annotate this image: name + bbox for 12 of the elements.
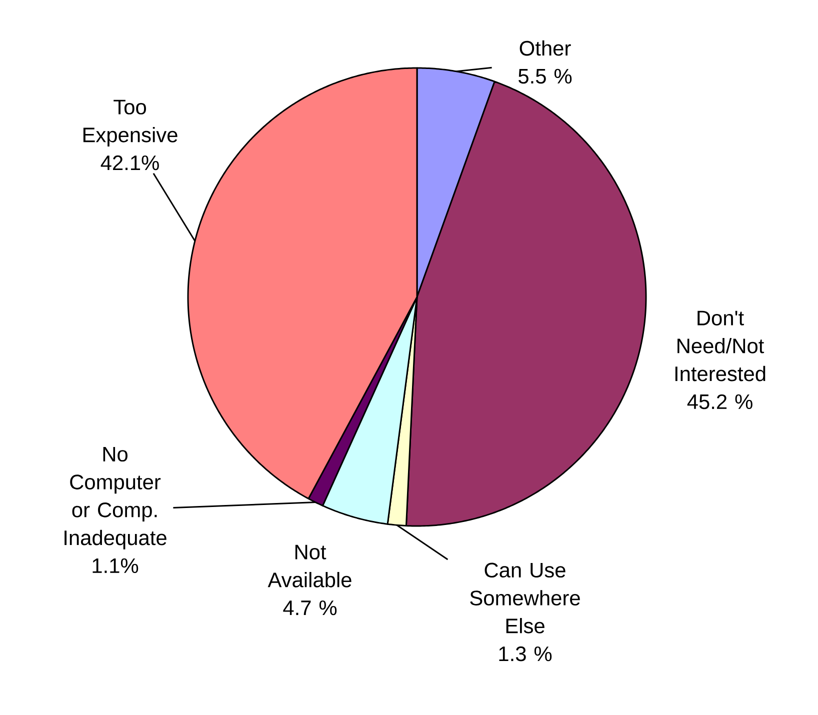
data-label: 5.5 % (518, 68, 572, 84)
data-label: 4.7 % (283, 600, 337, 616)
data-label: 1.3 % (499, 646, 552, 662)
slice-label: Can Use Somewhere Else (470, 562, 580, 634)
data-label: 1.1% (92, 558, 138, 574)
slice-label: Not Available (268, 544, 352, 588)
slice-label: Other (520, 40, 571, 56)
data-label: 42.1% (100, 155, 159, 170)
data-label: 45.2 % (687, 394, 752, 410)
slice-label: Too Expensive (83, 100, 178, 146)
slice-label: Don't Need/Not Interested (675, 310, 766, 382)
slice-label: No Computer or Comp. Inadequate (64, 446, 166, 550)
